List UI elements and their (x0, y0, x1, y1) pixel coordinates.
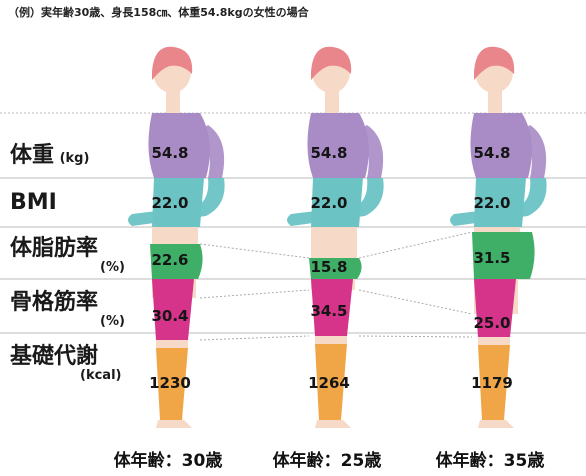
figure-0 (128, 46, 225, 428)
value-metabolism: 1264 (308, 374, 350, 392)
weight-unit: (kg) (59, 151, 90, 166)
foot (156, 420, 192, 428)
muscle-label: 骨格筋率 (10, 290, 99, 315)
value-weight: 54.8 (151, 144, 188, 162)
weight-band (148, 113, 210, 178)
row-label-weight: 体重 (kg) (10, 137, 89, 169)
upper-arm (522, 125, 547, 178)
connector-left-muscle (199, 289, 310, 299)
metabolism-label: 基礎代謝 (10, 344, 99, 369)
body-fat-band (472, 232, 535, 279)
hip-skin (152, 227, 198, 244)
figure-group: 54.8 22.0 22.6 30.4 1230 体年齢：30歳 54.8 22.0 15.8 3… (114, 46, 547, 471)
metabolism-unit: (kcal) (80, 368, 122, 383)
age-label: 体年齢：25歳 (273, 450, 382, 471)
value-body-fat: 22.6 (151, 251, 188, 269)
hip-skin (474, 227, 520, 232)
neck (166, 90, 180, 114)
foot (478, 420, 514, 428)
value-muscle: 34.5 (310, 302, 347, 320)
hair (152, 46, 193, 80)
forearm (450, 178, 547, 226)
connector-left-fat (199, 243, 310, 259)
weight-band (470, 113, 532, 178)
figure-2 (450, 46, 547, 428)
knee-skin (156, 340, 188, 348)
age-label: 体年齢：35歳 (436, 450, 545, 471)
neck (325, 90, 339, 114)
forearm (287, 178, 384, 226)
upper-arm (200, 125, 225, 178)
weight-label: 体重 (10, 143, 55, 168)
value-bmi: 22.0 (310, 194, 347, 212)
metabolism-band (156, 348, 188, 420)
value-bmi: 22.0 (151, 194, 188, 212)
figure-1 (287, 46, 384, 428)
weight-band (307, 113, 369, 178)
metabolism-band (478, 345, 510, 420)
connector-left-muscle-bottom (199, 335, 310, 341)
upper-arm (359, 125, 384, 178)
bmi-label: BMI (10, 190, 57, 215)
body-fat-band (150, 244, 203, 279)
muscle-band (152, 279, 194, 340)
connector-right-muscle (358, 289, 473, 315)
hip-skin (311, 227, 357, 258)
value-muscle: 30.4 (151, 307, 188, 325)
example-caption: （例）実年齢30歳、身長158㎝、体重54.8kgの女性の場合 (8, 6, 309, 19)
value-bmi: 22.0 (473, 194, 510, 212)
knee-skin (315, 336, 347, 344)
value-muscle: 25.0 (473, 314, 510, 332)
neck (488, 90, 502, 114)
connector-right-muscle-bottom (358, 335, 473, 338)
foot (315, 420, 351, 428)
hair (311, 46, 352, 80)
body-fat-unit: (%) (100, 260, 125, 275)
age-label: 体年齢：30歳 (114, 450, 223, 471)
muscle-band (474, 279, 516, 337)
value-body-fat: 15.8 (310, 258, 347, 276)
value-body-fat: 31.5 (473, 249, 510, 267)
value-weight: 54.8 (473, 144, 510, 162)
body-fat-band (309, 258, 362, 279)
body-fat-label: 体脂肪率 (10, 236, 99, 261)
muscle-band (311, 279, 353, 336)
metabolism-band (315, 344, 347, 420)
value-weight: 54.8 (310, 144, 347, 162)
comparison-connectors (199, 231, 473, 341)
connector-right-fat (358, 231, 473, 259)
hair (474, 46, 515, 80)
knee-skin (478, 337, 510, 345)
value-metabolism: 1230 (149, 374, 191, 392)
forearm (128, 178, 225, 226)
muscle-unit: (%) (100, 314, 125, 329)
value-metabolism: 1179 (471, 374, 513, 392)
